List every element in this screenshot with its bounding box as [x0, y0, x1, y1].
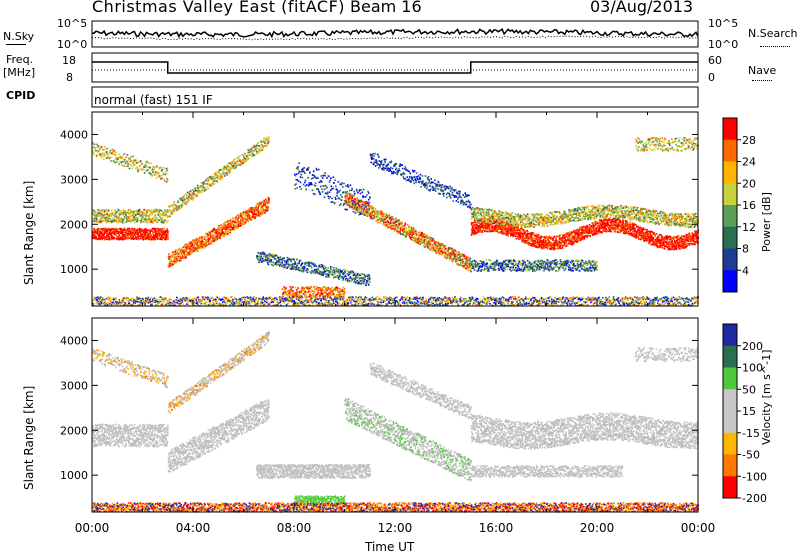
power-band-late-low	[470, 259, 598, 272]
velocity-colorbar-swatch	[723, 454, 737, 477]
nsearch-legend-line	[760, 46, 790, 47]
power-colorbar-swatch	[723, 139, 737, 162]
cpid-label: CPID	[6, 89, 35, 102]
power-late-upper-patch	[634, 136, 699, 152]
vel-near-scatter	[92, 502, 699, 513]
nsearch-line	[91, 35, 699, 41]
nsky-legend-line	[6, 44, 26, 45]
xtick-label: 00:00	[681, 521, 716, 535]
power-colorbar-tick-label: 24	[742, 156, 756, 169]
velocity-colorbar-tick-label: -50	[742, 449, 760, 462]
vel-band-fall	[344, 398, 472, 482]
noise-tick-right-bottom: 10^0	[708, 38, 738, 51]
power-band-fall	[344, 191, 472, 273]
freq-tick-top: 18	[62, 54, 76, 67]
power-colorbar-swatch	[723, 248, 737, 271]
xtick-label: 08:00	[277, 521, 312, 535]
xtick-label: 12:00	[378, 521, 413, 535]
power-colorbar-tick-label: 16	[742, 199, 756, 212]
date-label: 03/Aug/2013	[590, 0, 693, 16]
nave-tick-top: 60	[708, 54, 722, 67]
power-colorbar-tick-label: 20	[742, 177, 756, 190]
velocity-colorbar-swatch	[723, 432, 737, 455]
freq-line	[92, 61, 698, 74]
velocity-colorbar-tick-label: -200	[742, 492, 767, 505]
velocity-panel-frame	[91, 317, 699, 513]
nave-label: Nave	[748, 64, 776, 77]
velocity-colorbar-tick-label: 200	[742, 340, 763, 353]
power-colorbar-tick-label: 12	[742, 221, 756, 234]
xtick-label: 20:00	[580, 521, 615, 535]
velocity-colorbar-swatch	[723, 367, 737, 390]
power-colorbar-swatch	[723, 183, 737, 206]
power-low-arc	[256, 251, 371, 287]
vel-band-rise-upper	[167, 331, 270, 414]
power-colorbar-tick-label: 28	[742, 134, 756, 147]
power-colorbar-tick-label: 8	[742, 243, 749, 256]
nsky-label: N.Sky	[3, 30, 34, 43]
power-band-late-upper	[470, 204, 699, 229]
power-ytick-label: 2000	[60, 218, 88, 231]
nsky-line	[91, 28, 699, 39]
vel-band-rise	[167, 399, 270, 473]
vel-upper-patch	[92, 348, 169, 388]
power-ytick-label: 4000	[60, 128, 88, 141]
power-colorbar-swatch	[723, 205, 737, 228]
velocity-colorbar-tick-label: 100	[742, 362, 763, 375]
power-ytick-label: 3000	[60, 173, 88, 186]
nsearch-label: N.Search	[748, 27, 798, 40]
velocity-colorbar-swatch	[723, 324, 737, 347]
nave-legend-line	[752, 80, 772, 81]
power-colorbar-tick-label: 4	[742, 264, 749, 277]
freq-unit: [MHz]	[3, 66, 35, 79]
noise-panel-frame	[91, 20, 699, 48]
power-colorbar-swatch	[723, 161, 737, 184]
velocity-ytick-label: 1000	[60, 469, 88, 482]
velocity-colorbar-tick-label: -100	[742, 470, 767, 483]
noise-tick-left-top: 10^5	[57, 17, 87, 30]
power-colorbar-swatch	[723, 270, 737, 293]
xtick-label: 00:00	[75, 521, 110, 535]
vel-late-upper-patch	[634, 347, 699, 363]
velocity-colorbar-tick-label: 15	[742, 405, 756, 418]
cpid-value: normal (fast) 151 IF	[94, 93, 213, 107]
power-ytick-label: 1000	[60, 263, 88, 276]
velocity-colorbar-swatch	[723, 345, 737, 368]
velocity-colorbar-swatch	[723, 389, 737, 412]
vel-band-fall-upper	[369, 362, 472, 420]
power-colorbar-swatch	[723, 226, 737, 249]
power-band-fall-upper	[369, 152, 472, 210]
freq-tick-bottom: 8	[66, 71, 73, 84]
velocity-colorbar-swatch	[723, 476, 737, 499]
power-band-rise-upper	[167, 136, 270, 218]
vel-band-early	[92, 423, 169, 448]
velocity-colorbar-tick-label: -15	[742, 427, 760, 440]
vel-low-arc	[256, 464, 371, 479]
freq-label: Freq.	[6, 53, 33, 66]
vel-band-late-low	[470, 465, 624, 478]
xtick-label: 16:00	[479, 521, 514, 535]
power-band-late	[470, 217, 699, 251]
power-band-early	[92, 227, 169, 241]
beam-label: Beam 16	[350, 0, 422, 16]
power-upper-patch	[92, 142, 169, 183]
power-band-early-upper	[92, 208, 169, 224]
velocity-ytick-label: 2000	[60, 424, 88, 437]
power-band-rise	[167, 196, 270, 268]
velocity-ytick-label: 3000	[60, 379, 88, 392]
noise-tick-left-bottom: 10^0	[57, 38, 87, 51]
xtick-label: 04:00	[176, 521, 211, 535]
nave-tick-bottom: 0	[708, 71, 715, 84]
velocity-ytick-label: 4000	[60, 334, 88, 347]
power-colorbar-swatch	[723, 118, 737, 141]
chart-title: Christmas Valley East (fitACF)	[92, 0, 345, 16]
noise-tick-right-top: 10^5	[708, 17, 738, 30]
cpid-panel-frame	[91, 86, 699, 108]
velocity-colorbar-swatch	[723, 411, 737, 434]
freq-panel-frame	[91, 52, 699, 83]
xaxis-label: Time UT	[365, 540, 414, 554]
vel-band-late	[470, 412, 699, 450]
velocity-colorbar-tick-label: 50	[742, 383, 756, 396]
